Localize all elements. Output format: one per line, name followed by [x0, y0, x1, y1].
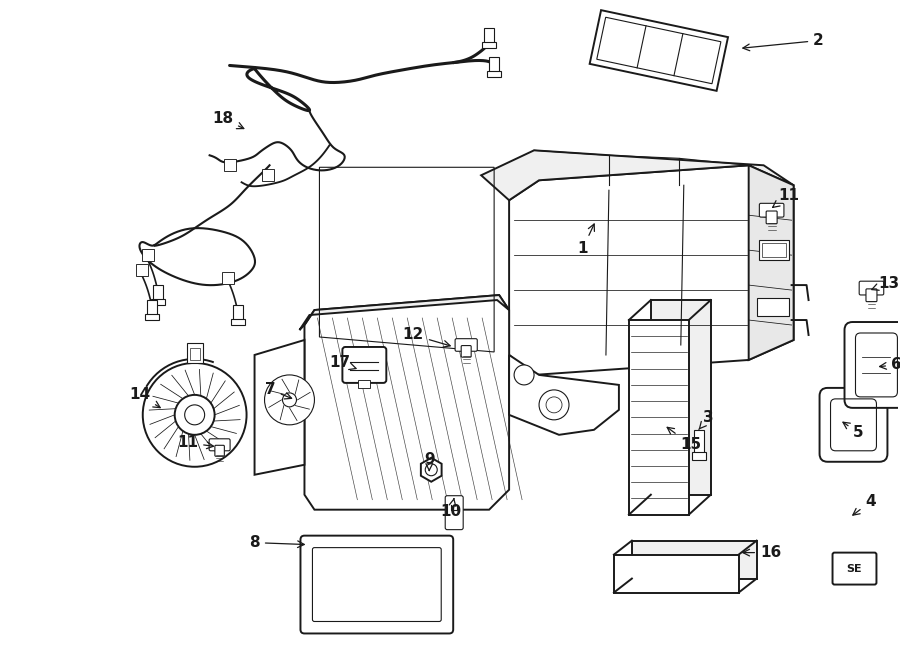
FancyBboxPatch shape	[866, 289, 877, 302]
Bar	[153, 285, 163, 300]
Bar	[190, 348, 200, 360]
FancyBboxPatch shape	[461, 346, 472, 357]
Text: 9: 9	[424, 452, 435, 471]
Text: 13: 13	[872, 275, 899, 291]
Text: SE: SE	[847, 563, 862, 573]
Circle shape	[175, 395, 214, 435]
FancyBboxPatch shape	[832, 553, 877, 585]
Bar	[487, 71, 501, 77]
Text: 14: 14	[130, 387, 160, 408]
Bar	[186, 343, 202, 363]
Polygon shape	[421, 458, 442, 482]
Bar	[145, 314, 158, 320]
FancyBboxPatch shape	[215, 446, 224, 456]
Bar	[759, 240, 788, 260]
Polygon shape	[255, 340, 304, 475]
FancyBboxPatch shape	[760, 203, 784, 217]
Bar	[489, 58, 500, 72]
FancyBboxPatch shape	[860, 281, 884, 295]
Text: 18: 18	[212, 111, 244, 128]
FancyBboxPatch shape	[342, 347, 386, 383]
Bar	[614, 555, 739, 592]
Bar	[232, 305, 243, 320]
Text: 16: 16	[742, 545, 781, 560]
Bar	[484, 28, 494, 42]
Text: 11: 11	[772, 188, 799, 207]
FancyBboxPatch shape	[844, 322, 900, 408]
Text: 4: 4	[853, 495, 876, 515]
Polygon shape	[509, 355, 619, 435]
FancyBboxPatch shape	[301, 536, 454, 634]
Bar	[694, 430, 704, 455]
Circle shape	[425, 464, 437, 476]
Text: 15: 15	[667, 427, 701, 452]
Bar	[141, 249, 154, 261]
Bar	[221, 272, 234, 284]
Text: 17: 17	[328, 355, 356, 371]
Text: 7: 7	[266, 383, 292, 399]
Bar	[147, 300, 157, 315]
FancyBboxPatch shape	[209, 439, 230, 451]
Bar	[757, 298, 788, 316]
Polygon shape	[590, 10, 728, 91]
Text: 6: 6	[879, 357, 900, 373]
Circle shape	[265, 375, 314, 425]
Bar	[230, 319, 245, 325]
Bar	[482, 42, 496, 48]
Text: 5: 5	[843, 422, 864, 440]
Circle shape	[539, 390, 569, 420]
FancyBboxPatch shape	[820, 388, 887, 462]
Polygon shape	[509, 166, 794, 375]
Text: 10: 10	[441, 498, 462, 519]
Circle shape	[283, 393, 296, 407]
Text: 8: 8	[249, 535, 304, 550]
Polygon shape	[304, 295, 509, 510]
Bar	[629, 320, 688, 514]
Bar	[223, 160, 236, 171]
Bar	[150, 299, 165, 305]
Bar	[262, 169, 274, 181]
Bar	[136, 264, 148, 276]
Bar	[651, 300, 711, 495]
Polygon shape	[482, 150, 794, 200]
Text: 1: 1	[578, 224, 594, 256]
Polygon shape	[300, 295, 509, 330]
FancyBboxPatch shape	[446, 496, 464, 530]
FancyBboxPatch shape	[766, 211, 777, 224]
Circle shape	[514, 365, 534, 385]
Bar	[632, 541, 757, 579]
Text: 2: 2	[742, 33, 824, 51]
Bar	[358, 380, 370, 388]
Bar	[692, 451, 706, 460]
Circle shape	[143, 363, 247, 467]
Text: 11: 11	[177, 436, 213, 450]
Polygon shape	[749, 166, 794, 360]
Bar	[761, 243, 786, 257]
Text: 12: 12	[402, 328, 450, 347]
Text: 3: 3	[698, 410, 714, 430]
FancyBboxPatch shape	[455, 339, 477, 352]
